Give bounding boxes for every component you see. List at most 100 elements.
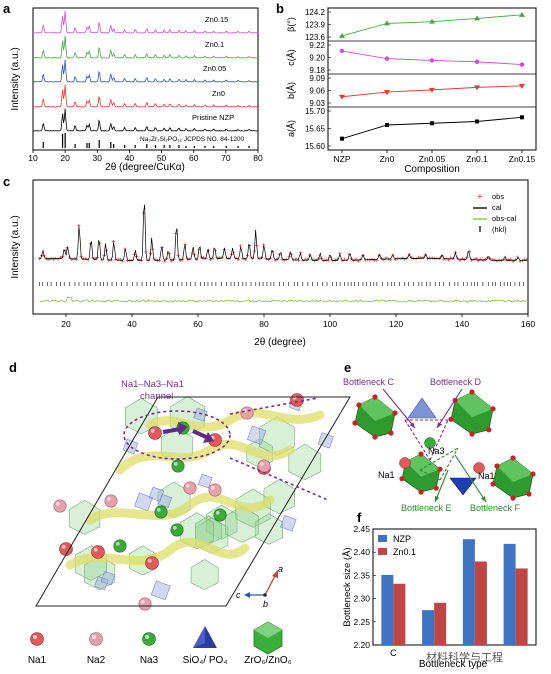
obs-point [70,257,74,262]
panel-a-ticks: 10 20 30 40 50 60 70 80 [28,150,263,163]
axis-c-head [244,592,250,598]
lattice-point [429,58,435,63]
xrd-trace-4 [32,108,259,132]
na3-atom [424,437,436,449]
oxygen-atom [490,481,496,487]
bottleneck-c-arrow [382,388,416,429]
oxygen-atom [388,430,394,436]
zro6-octahedron [84,555,116,590]
obs-point [51,257,56,261]
panel-c-plot: 20 40 60 80 100 120 140 160 [38,204,535,329]
bottleneck-f-label: Bottleneck F [470,503,521,513]
lattice-point [430,121,434,126]
oxygen-atom [469,431,475,437]
panel-a-ylabel: Intensity (a.u.) [10,47,21,110]
legend-na2-sphere [89,632,103,646]
obs-point [301,259,305,263]
na-sphere [138,597,152,611]
obs-point [282,258,287,262]
panel-a-xlabel: 2θ (degree/CuKα) [105,162,185,173]
y-tick-label: 2.35 [353,570,370,580]
category-label: Zn0 [380,154,395,164]
bottleneck-triangle-edge [419,469,441,481]
oxygen-atom [490,406,496,412]
lattice-line-0 [341,14,523,37]
axis-c-label: c [236,590,241,600]
bar-zn01-d [434,602,447,645]
na-sphere [148,426,162,440]
obs-point [266,257,270,262]
lattice-point [385,123,389,127]
bottleneck-e-arrow-head [434,496,440,502]
lattice-point [339,32,345,38]
bottleneck-triangle-edge [419,447,459,471]
lattice-point [384,90,390,96]
bottleneck-c-arrow-head [409,422,415,428]
bottleneck-triangle-edge [429,419,449,461]
channel-arrow-1 [162,427,181,434]
obs-point [402,257,407,261]
oxygen-atom [448,416,454,422]
oxygen-atom [494,463,500,469]
sphere-highlight [292,395,297,400]
oxygen-atom [433,485,439,491]
bottleneck-structure [352,388,536,503]
bottleneck-d-label: Bottleneck D [430,377,482,387]
x-tick-label: 10 [28,153,38,163]
y-tick-label: 2.30 [353,594,370,604]
y-tick-label: 15.60 [305,142,326,151]
panel-f: f 2.20 2.25 2.30 2.35 2.40 2.45 C NZP Zn0.1 Bo… [342,510,537,670]
panel-a: a 10 20 30 40 50 60 70 80 Zn0.15 Zn0.1 Zn0.05 Z… [3,1,263,173]
panel-d: d Na1–Na3–Na1 channel a c b Na1 Na2 [9,360,351,666]
na3-label: Na3 [428,446,445,456]
panel-a-frame [32,7,259,151]
zro6-octahedron [263,479,295,514]
x-tick-label: 50 [157,153,167,163]
axis-a-label: a [278,564,283,574]
legend-zn01-swatch [378,548,387,555]
panel-b-letter: b [276,1,284,16]
legend-na3-highlight [145,635,149,639]
reference-label: Na₃Zr₂Si₂PO₁₂ JCPDS NO. 84-1200 [140,136,245,143]
panel-c-frame [32,179,529,315]
na-sphere [53,499,67,513]
sio4-tetrahedron [150,580,171,601]
oxygen-atom [469,389,475,395]
sio4-tetrahedron [94,576,109,591]
x-tick-label: 20 [61,319,71,329]
panel-c-letter: c [3,174,10,189]
x-tick-label: 100 [323,319,337,329]
zoom-line-top [229,397,319,415]
series-label-zn005: Zn0.05 [203,64,226,73]
na-sphere [208,483,222,497]
channel-arrow-2 [192,429,207,439]
lattice-point [474,59,480,65]
sphere-highlight [156,507,161,512]
lattice-point [384,56,390,61]
y-tick-label: 124.2 [305,8,326,17]
panel-b-subplots: 124.2 123.9 123.6 β(°) 9.22 9.20 9.18 c(Å) 9.09 9… [286,8,536,164]
legend-obs-marker: + [477,192,483,203]
na-sphere [104,494,118,508]
oxygen-atom [486,427,492,433]
oxygen-atom [530,471,536,477]
bottleneck-triangle-edge [404,419,431,461]
bar-nzp-c [381,574,394,645]
y-tick-label: 123.6 [305,33,326,42]
conduction-surface [115,439,295,475]
lattice-point [519,83,525,89]
series-label-zn0: Zn0 [212,89,225,98]
sio4-tetrahedron [148,486,165,502]
legend-obs-cal: obs-cal [492,214,517,223]
obs-point [352,259,356,263]
legend-zro6-zno6: ZrO₆/ZnO₆ [244,655,292,666]
x-tick-label: 20 [60,153,70,163]
bar-nzp-f [503,543,516,645]
legend-na2-highlight [92,635,96,639]
octahedron-face [359,397,395,421]
channel-arrow-2-head [203,432,214,443]
oxygen-atom [399,476,405,482]
na-sphere [240,406,254,420]
y-tick-label: 2.20 [353,640,370,650]
legend-na3: Na3 [140,655,159,666]
